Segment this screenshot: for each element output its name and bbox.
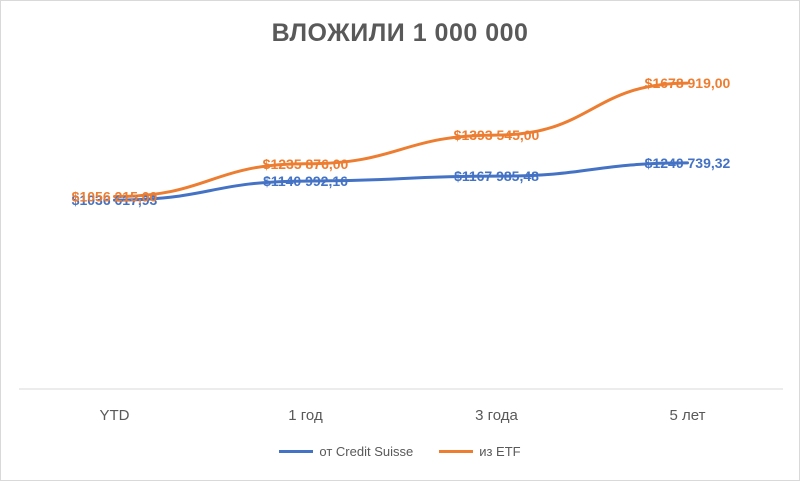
- category-label-layer: YTD 1 год 3 года 5 лет: [100, 407, 706, 424]
- legend-item: из ETF: [439, 444, 521, 459]
- series-line-1: [113, 161, 689, 202]
- legend-label: от Credit Suisse: [319, 444, 414, 459]
- data-label: $1036 617,93: [72, 192, 158, 208]
- data-label: $1678 919,00: [645, 75, 731, 91]
- data-label-layer: $1036 617,93 $1140 992,16 $1167 985,48 $124…: [72, 75, 731, 208]
- data-label: $1393 545,00: [454, 127, 540, 143]
- legend-swatch: [439, 450, 474, 453]
- chart-title: ВЛОЖИЛИ 1 000 000: [271, 19, 529, 47]
- legend-label: из ETF: [479, 444, 521, 459]
- legend-item: от Credit Suisse: [279, 444, 413, 459]
- legend: от Credit Suisse из ETF: [1, 444, 799, 459]
- series-line-2: [113, 81, 689, 199]
- data-label: $1167 985,48: [454, 168, 539, 184]
- category-label: 5 лет: [670, 407, 706, 424]
- data-label: $1235 876,00: [263, 156, 349, 172]
- category-label: 3 года: [475, 407, 518, 424]
- data-label: $1140 992,16: [263, 173, 348, 189]
- data-label: $1056 215,00: [72, 189, 158, 205]
- data-label: $1240 739,32: [645, 155, 731, 171]
- series-layer: [113, 81, 689, 202]
- legend-swatch: [279, 450, 314, 453]
- category-label: 1 год: [288, 407, 323, 424]
- category-label: YTD: [100, 407, 130, 424]
